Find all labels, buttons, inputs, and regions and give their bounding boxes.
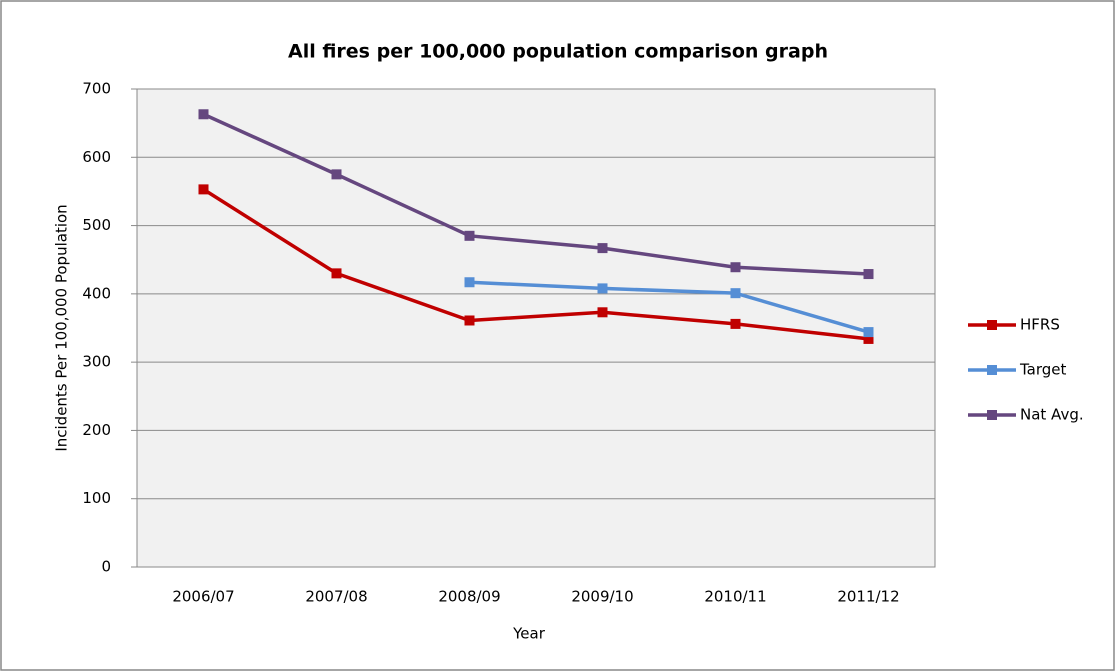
x-tick-label: 2011/12 [837, 588, 899, 606]
marker [863, 327, 874, 338]
y-tick-label: 500 [82, 216, 111, 234]
marker [597, 283, 608, 294]
x-tick-label: 2007/08 [305, 588, 367, 606]
marker [464, 315, 475, 326]
y-tick-label: 100 [82, 489, 111, 507]
y-tick-label: 0 [101, 558, 111, 576]
legend-label: Target [1019, 361, 1067, 379]
marker [863, 269, 874, 280]
legend-marker [987, 410, 997, 420]
series-line [469, 280, 869, 334]
legend-marker [987, 320, 997, 330]
marker [730, 262, 741, 273]
marker [198, 184, 209, 195]
y-tick-label: 400 [82, 284, 111, 302]
y-tick-label: 700 [82, 80, 111, 98]
series-line [202, 112, 869, 276]
legend-marker [987, 365, 997, 375]
y-tick-label: 600 [82, 148, 111, 166]
legend-label: HFRS [1020, 316, 1060, 334]
legend-label: Nat Avg. [1020, 406, 1084, 424]
series-line [202, 187, 869, 341]
marker [464, 230, 475, 241]
marker [331, 169, 342, 180]
chart-title: All fires per 100,000 population compari… [288, 41, 828, 63]
marker [730, 318, 741, 329]
marker [597, 243, 608, 254]
y-tick-label: 300 [82, 353, 111, 371]
x-axis-title: Year [512, 625, 546, 643]
marker [597, 307, 608, 318]
marker [464, 277, 475, 288]
y-axis-title: Incidents Per 100,000 Population [53, 204, 71, 451]
marker [331, 268, 342, 279]
marker [198, 109, 209, 120]
y-tick-label: 200 [82, 421, 111, 439]
x-tick-label: 2009/10 [571, 588, 633, 606]
marker [863, 333, 874, 344]
marker [730, 288, 741, 299]
x-tick-label: 2006/07 [172, 588, 234, 606]
x-tick-label: 2010/11 [704, 588, 766, 606]
plot-area [136, 88, 936, 568]
x-tick-label: 2008/09 [438, 588, 500, 606]
